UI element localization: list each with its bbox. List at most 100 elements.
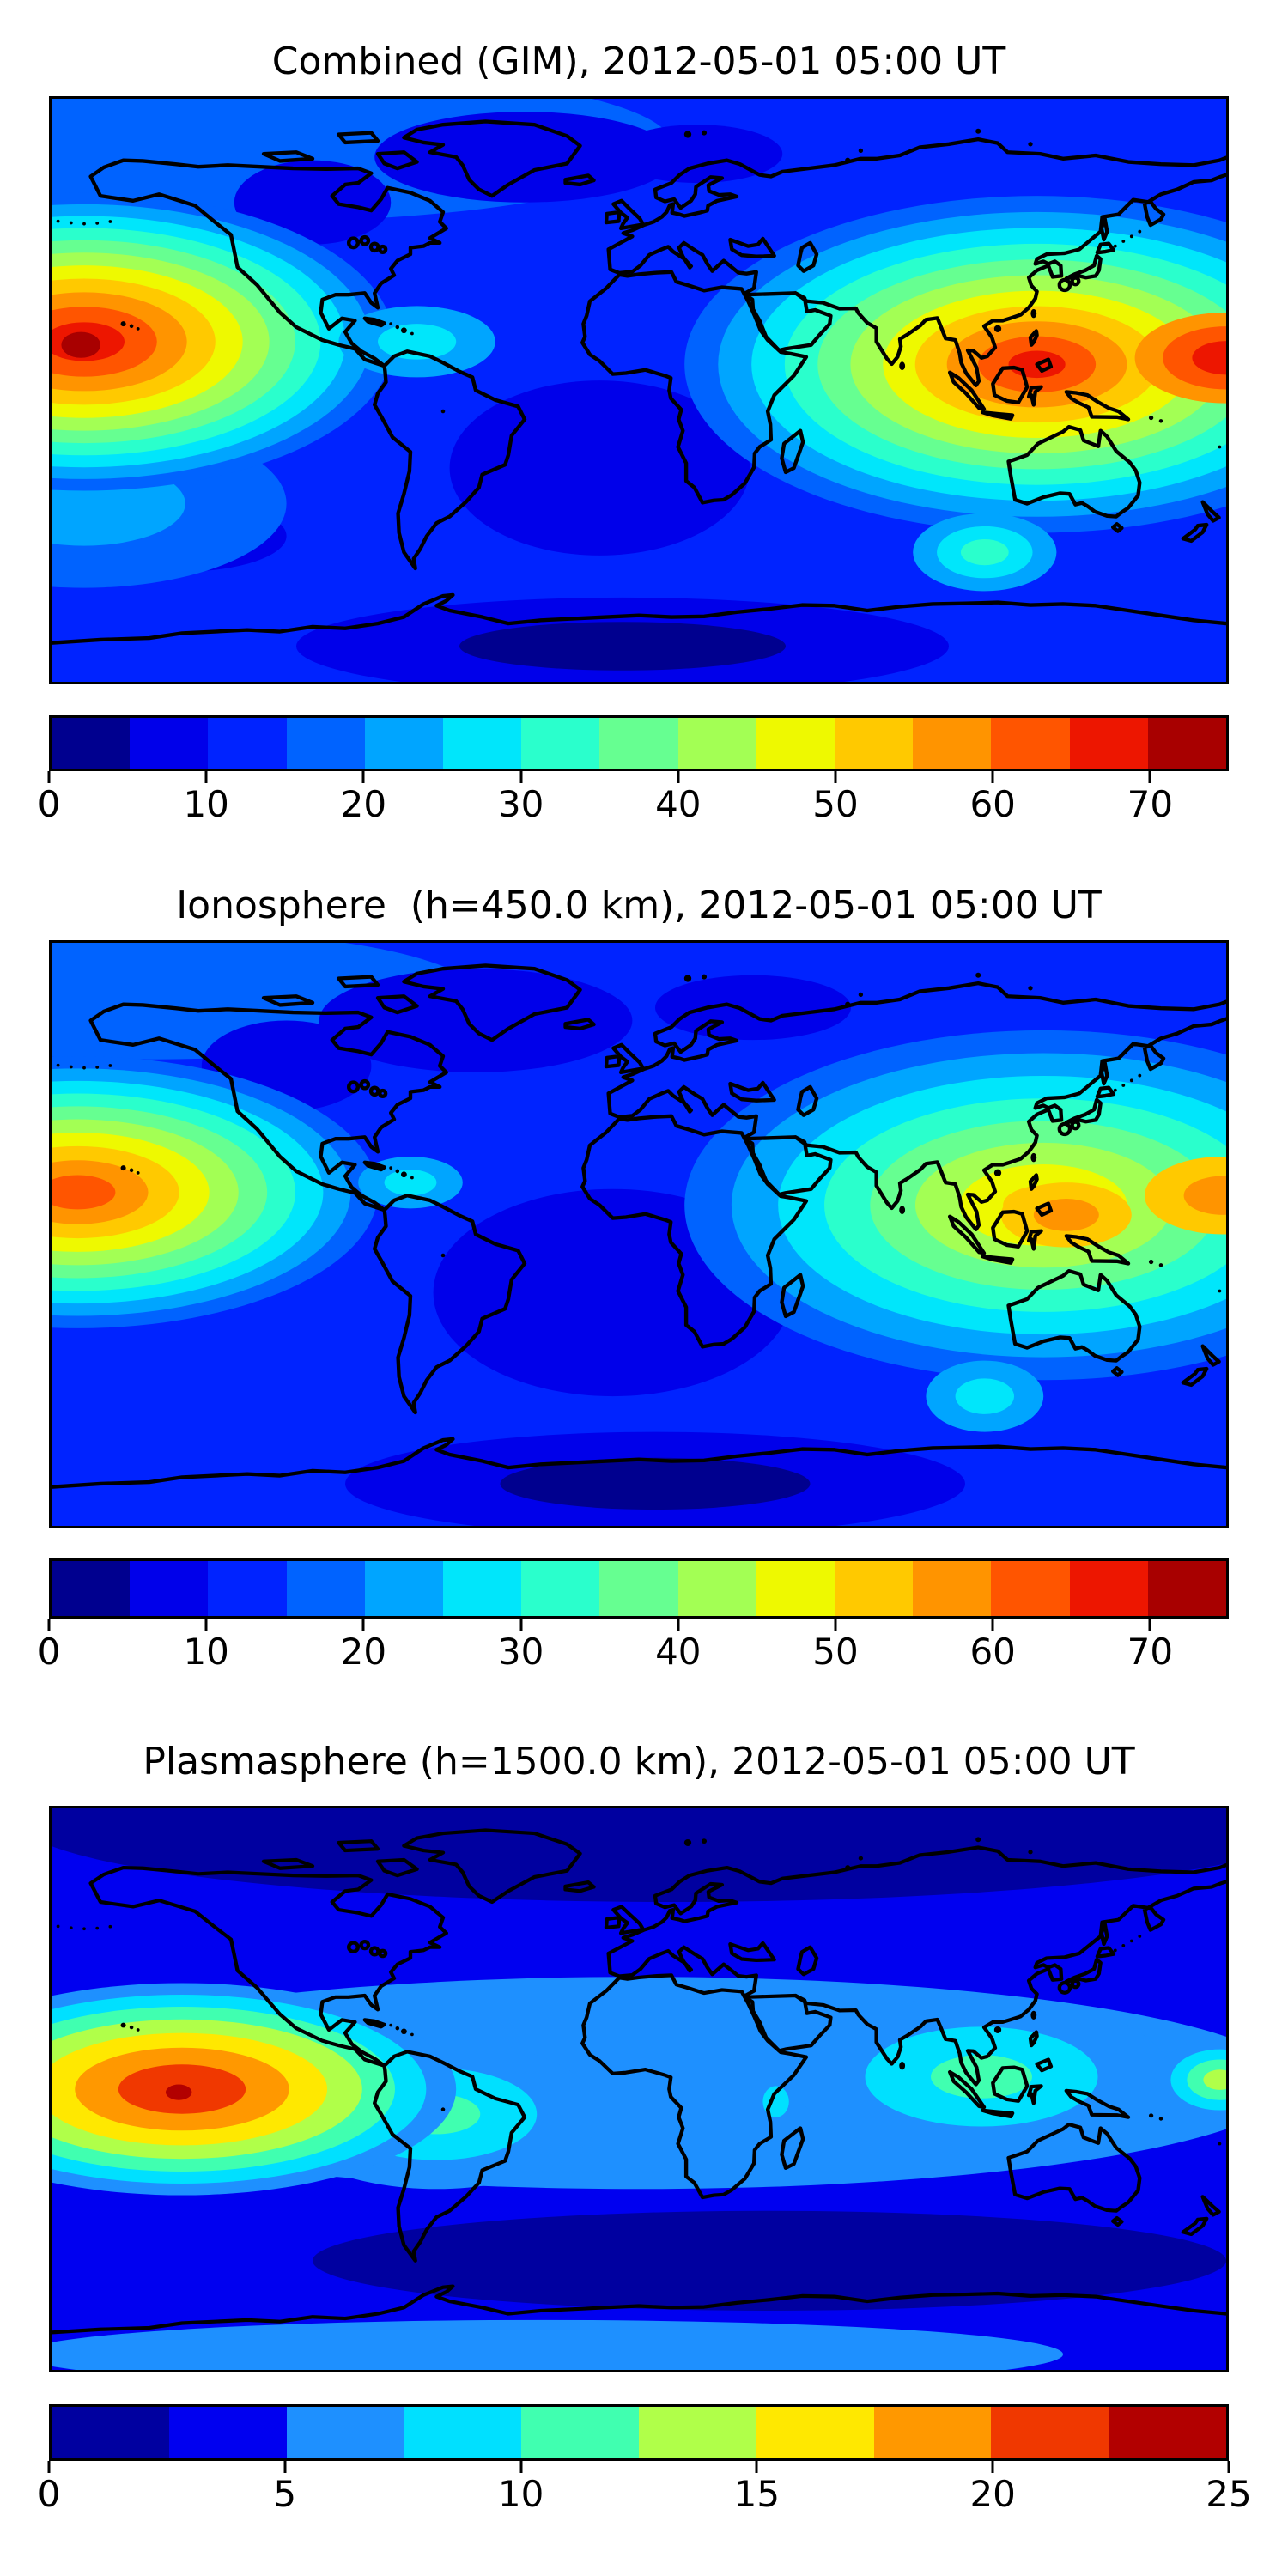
colorbar-band (1069, 1561, 1148, 1616)
panel-2-title: Ionosphere (h=450.0 km), 2012-05-01 05:0… (176, 884, 1102, 927)
colorbar-band (1069, 718, 1148, 769)
colorbar-tick-label: 50 (812, 1631, 859, 1673)
colorbar-tick-label: 5 (273, 2473, 297, 2515)
colorbar-band (638, 2407, 756, 2458)
colorbar-tick-label: 60 (969, 783, 1016, 825)
contour-band-caribbean-cyan (378, 324, 457, 360)
colorbar-band (756, 2407, 874, 2458)
colorbar-tick (204, 1619, 208, 1631)
colorbar-band (521, 1561, 600, 1616)
contour-band-north-polar-low (52, 1808, 1226, 1902)
colorbar-tick (283, 2461, 287, 2473)
contour-band-south-polar-low (459, 622, 786, 671)
colorbar-tick (519, 771, 523, 783)
colorbar-tick (834, 771, 837, 783)
colorbar-tick-label: 0 (37, 1631, 61, 1673)
colorbar-plasmasphere (49, 2404, 1229, 2461)
colorbar-band (208, 1561, 287, 1616)
contour-band-scandinavia-low (612, 125, 783, 184)
colorbar-band (364, 718, 444, 769)
colorbar-tick-label: 20 (340, 1631, 387, 1673)
colorbar-band (443, 718, 522, 769)
colorbar-tick-label: 10 (183, 1631, 229, 1673)
colorbar-band (130, 1561, 209, 1616)
contour-band-south-atlantic-low (449, 380, 750, 556)
colorbar-band (52, 718, 131, 769)
colorbar-tick (1227, 2461, 1230, 2473)
colorbar-band (286, 1561, 365, 1616)
colorbar-tick (1148, 1619, 1151, 1631)
colorbar-tick (755, 2461, 758, 2473)
colorbar-combined-ticks: 0 10 20 30 40 50 60 70 (38, 771, 1229, 831)
colorbar-band (991, 1561, 1070, 1616)
colorbar-tick-label: 40 (655, 1631, 702, 1673)
colorbar-tick (47, 771, 51, 783)
colorbar-tick (991, 771, 994, 783)
colorbar-tick-label: 70 (1127, 1631, 1174, 1673)
colorbar-band (677, 1561, 756, 1616)
colorbar-tick (677, 771, 680, 783)
contour-band-pacific-hotspot-core (166, 2084, 192, 2100)
contour-band-south-polar-low (500, 1457, 811, 1510)
contour-band-south-indian-cyan (960, 539, 1009, 566)
contour-band-seasia-cyan (931, 2055, 1032, 2099)
map-plasmasphere (49, 1806, 1229, 2372)
contour-band-south-ocean-low (313, 2210, 1226, 2311)
colorbar-band (599, 718, 678, 769)
colorbar-band (521, 2407, 639, 2458)
colorbar-band (913, 718, 992, 769)
colorbar-tick-label: 10 (497, 2473, 544, 2515)
contour-band-pacific-hotspot (52, 1175, 116, 1210)
colorbar-band (1147, 1561, 1227, 1616)
colorbar-band (873, 2407, 992, 2458)
colorbar-tick (519, 1619, 523, 1631)
colorbar-tick-label: 0 (37, 2473, 61, 2515)
colorbar-tick-label: 40 (655, 783, 702, 825)
contour-band-canada-low (234, 160, 392, 245)
colorbar-tick (361, 771, 365, 783)
colorbar-band (1147, 718, 1227, 769)
map-combined-gim (49, 96, 1229, 684)
colorbar-tick-label: 10 (183, 783, 229, 825)
colorbar-band (756, 1561, 835, 1616)
colorbar-band (130, 718, 209, 769)
contour-band-russia-low (655, 975, 851, 1041)
colorbar-band (404, 2407, 522, 2458)
colorbar-band (1109, 2407, 1226, 2458)
colorbar-tick (204, 771, 208, 783)
colorbar-band (756, 718, 835, 769)
colorbar-tick (47, 2461, 51, 2473)
contour-band-dateline-orange (1183, 1176, 1226, 1215)
colorbar-tick (677, 1619, 680, 1631)
contour-band-north-atlantic-low (374, 112, 675, 203)
colorbar-band (991, 2407, 1109, 2458)
contour-band-dateline-red-lobe (1192, 341, 1226, 375)
colorbar-tick-label: 50 (812, 783, 859, 825)
panel-1-title: Combined (GIM), 2012-05-01 05:00 UT (271, 39, 1006, 83)
contour-band-caribbean-cyan (384, 1170, 437, 1196)
colorbar-tick (361, 1619, 365, 1631)
colorbar-tick-label: 20 (969, 2473, 1016, 2515)
colorbar-tick-label: 70 (1127, 783, 1174, 825)
colorbar-band (52, 2407, 169, 2458)
colorbar-tick (519, 2461, 523, 2473)
colorbar-tick (991, 1619, 994, 1631)
colorbar-tick-label: 30 (497, 783, 544, 825)
contour-band-dateline-green (1203, 2069, 1226, 2090)
colorbar-plasmasphere-ticks: 0 5 10 15 20 25 (38, 2461, 1252, 2521)
colorbar-band (677, 718, 756, 769)
colorbar-ionosphere-ticks: 0 10 20 30 40 50 60 70 (38, 1619, 1229, 1679)
colorbar-tick (1148, 771, 1151, 783)
contour-band-south-indian-cyan (955, 1378, 1014, 1414)
colorbar-tick (47, 1619, 51, 1631)
colorbar-ionosphere (49, 1558, 1229, 1619)
colorbar-band (991, 718, 1070, 769)
colorbar-band (835, 1561, 914, 1616)
colorbar-tick-label: 15 (733, 2473, 781, 2515)
colorbar-band (52, 1561, 131, 1616)
colorbar-tick-label: 20 (340, 783, 387, 825)
colorbar-band (364, 1561, 444, 1616)
colorbar-band (835, 718, 914, 769)
colorbar-tick-label: 25 (1206, 2473, 1252, 2515)
